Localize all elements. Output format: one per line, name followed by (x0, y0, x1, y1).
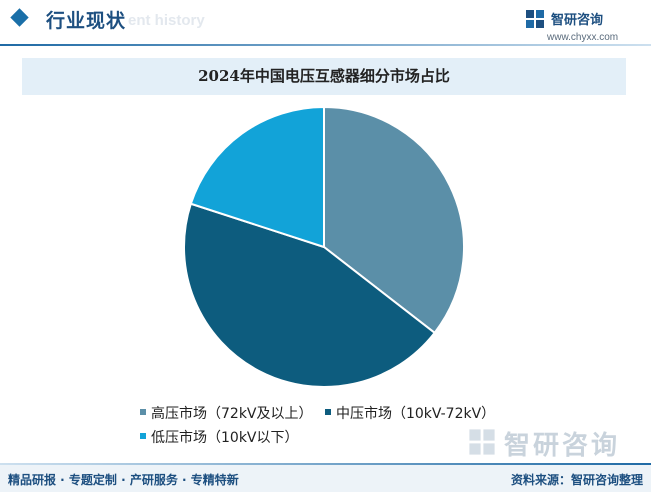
legend-swatch-low (140, 433, 146, 439)
legend-item-mid: 中压市场（10kV-72kV） (324, 402, 496, 426)
chart-title: 2024年中国电压互感器细分市场占比 (198, 67, 450, 85)
brand-url: www.chyxx.com (547, 32, 619, 43)
brand: 智研咨询 www.chyxx.com (526, 8, 637, 44)
footer: 精品研报 · 专题定制 · 产研服务 · 专精特新 资料来源：智研咨询整理 (0, 463, 651, 492)
legend-swatch-mid (324, 409, 331, 415)
section-subtitle: ent history (128, 12, 205, 29)
legend-label-high: 高压市场（72kV及以上） (151, 406, 313, 422)
chart-legend: 高压市场（72kV及以上） 中压市场（10kV-72kV） 低压市场（10kV以… (140, 402, 560, 450)
header-divider (0, 44, 651, 46)
watermark-logo-icon (469, 429, 495, 455)
pie-slice-mid (183, 202, 437, 388)
watermark-name: 智研咨询 (504, 431, 621, 461)
section-title: 行业现状 (46, 10, 127, 32)
legend-item-low: 低压市场（10kV以下） (140, 426, 299, 450)
section-header: 行业现状 ent history 智研咨询 www.chyxx.com (0, 0, 651, 46)
legend-swatch-high (140, 409, 146, 415)
footer-source: 资料来源：智研咨询整理 (510, 473, 643, 487)
pie-slice-high (323, 105, 465, 335)
brand-name: 智研咨询 (551, 13, 604, 28)
legend-item-high: 高压市场（72kV及以上） (140, 402, 313, 426)
pie-slice-low (189, 105, 325, 249)
legend-label-mid: 中压市场（10kV-72kV） (335, 406, 496, 422)
brand-logo-icon (526, 10, 544, 28)
footer-services: 精品研报 · 专题定制 · 产研服务 · 专精特新 (8, 473, 239, 487)
footer-divider (0, 463, 651, 465)
chart-title-bar: 2024年中国电压互感器细分市场占比 (22, 58, 626, 95)
legend-label-low: 低压市场（10kV以下） (151, 430, 299, 446)
